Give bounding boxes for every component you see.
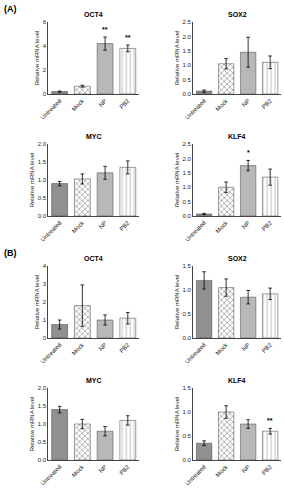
svg-text:0.0: 0.0: [38, 457, 47, 463]
svg-text:1.0: 1.0: [38, 177, 47, 183]
svg-text:PB2: PB2: [118, 97, 131, 110]
svg-text:0.5: 0.5: [38, 439, 47, 445]
svg-text:Relative mRNA level: Relative mRNA level: [34, 275, 40, 330]
svg-text:NP: NP: [98, 464, 108, 474]
svg-text:NP: NP: [241, 342, 251, 352]
svg-text:NP: NP: [98, 98, 108, 108]
svg-text:Relative mRNA level: Relative mRNA level: [174, 153, 180, 208]
svg-text:1.0: 1.0: [183, 409, 192, 415]
svg-text:PB2: PB2: [118, 341, 131, 354]
svg-text:MYC: MYC: [86, 133, 102, 140]
svg-text:1.5: 1.5: [183, 385, 192, 391]
svg-text:Untreated: Untreated: [40, 342, 63, 365]
svg-text:Relative mRNA level: Relative mRNA level: [174, 397, 180, 452]
svg-text:1.0: 1.0: [183, 62, 192, 68]
svg-text:NP: NP: [241, 220, 251, 230]
svg-text:NP: NP: [241, 464, 251, 474]
svg-text:Mock: Mock: [215, 97, 230, 112]
svg-text:0.0: 0.0: [38, 213, 47, 219]
svg-text:(A): (A): [4, 4, 17, 14]
svg-text:Mock: Mock: [71, 341, 86, 356]
svg-text:(B): (B): [4, 248, 17, 258]
svg-text:0.5: 0.5: [183, 77, 192, 83]
svg-text:Relative mRNA level: Relative mRNA level: [174, 275, 180, 330]
svg-text:Untreated: Untreated: [40, 98, 63, 121]
svg-text:Mock: Mock: [71, 219, 86, 234]
svg-text:0: 0: [43, 91, 47, 97]
svg-text:SOX2: SOX2: [228, 255, 247, 262]
svg-text:2.5: 2.5: [183, 19, 192, 25]
svg-text:Mock: Mock: [71, 97, 86, 112]
svg-text:3: 3: [43, 281, 47, 287]
svg-text:Mock: Mock: [71, 463, 86, 478]
svg-text:Mock: Mock: [215, 219, 230, 234]
svg-text:1: 1: [43, 317, 47, 323]
svg-text:PB2: PB2: [118, 219, 131, 232]
svg-text:1.5: 1.5: [183, 170, 192, 176]
svg-text:Untreated: Untreated: [184, 98, 207, 121]
svg-text:**: **: [125, 34, 131, 41]
svg-text:0.0: 0.0: [183, 457, 192, 463]
svg-text:1.5: 1.5: [183, 263, 192, 269]
svg-text:OCT4: OCT4: [84, 255, 103, 262]
svg-text:SOX2: SOX2: [228, 11, 247, 18]
svg-text:NP: NP: [241, 98, 251, 108]
svg-text:NP: NP: [98, 220, 108, 230]
svg-text:0.0: 0.0: [183, 335, 192, 341]
svg-text:Mock: Mock: [215, 341, 230, 356]
svg-text:KLF4: KLF4: [228, 377, 246, 384]
svg-text:Relative mRNA level: Relative mRNA level: [174, 31, 180, 86]
svg-text:0.5: 0.5: [183, 433, 192, 439]
svg-text:0.5: 0.5: [38, 195, 47, 201]
svg-text:KLF4: KLF4: [228, 133, 246, 140]
svg-text:2.0: 2.0: [38, 141, 47, 147]
svg-text:1.0: 1.0: [183, 184, 192, 190]
svg-text:0.0: 0.0: [183, 91, 192, 97]
svg-text:MYC: MYC: [86, 377, 102, 384]
svg-text:NP: NP: [98, 342, 108, 352]
svg-text:**: **: [267, 417, 273, 424]
svg-text:Untreated: Untreated: [184, 342, 207, 365]
svg-text:PB2: PB2: [261, 219, 274, 232]
svg-text:2: 2: [43, 299, 47, 305]
svg-text:PB2: PB2: [118, 463, 131, 476]
svg-text:PB2: PB2: [261, 341, 274, 354]
svg-text:2.0: 2.0: [38, 385, 47, 391]
svg-text:1.0: 1.0: [183, 287, 192, 293]
svg-text:6: 6: [43, 19, 47, 25]
svg-text:2.0: 2.0: [183, 156, 192, 162]
svg-text:4: 4: [43, 263, 47, 269]
svg-text:Mock: Mock: [215, 463, 230, 478]
svg-text:Relative mRNA level: Relative mRNA level: [29, 153, 35, 208]
svg-text:1.5: 1.5: [183, 48, 192, 54]
svg-text:0.5: 0.5: [183, 199, 192, 205]
svg-text:2: 2: [43, 67, 47, 73]
svg-text:Relative mRNA level: Relative mRNA level: [29, 397, 35, 452]
svg-text:PB2: PB2: [261, 97, 274, 110]
svg-text:0: 0: [43, 335, 47, 341]
svg-text:Untreated: Untreated: [40, 220, 63, 243]
svg-text:Untreated: Untreated: [184, 464, 207, 487]
svg-text:Untreated: Untreated: [40, 464, 63, 487]
svg-text:0.5: 0.5: [183, 311, 192, 317]
svg-text:Untreated: Untreated: [184, 220, 207, 243]
svg-text:2.5: 2.5: [183, 141, 192, 147]
svg-text:1.5: 1.5: [38, 403, 47, 409]
svg-text:PB2: PB2: [261, 463, 274, 476]
svg-text:Relative mRNA level: Relative mRNA level: [34, 31, 40, 86]
svg-text:4: 4: [43, 43, 47, 49]
svg-text:**: **: [102, 26, 108, 33]
svg-text:1.0: 1.0: [38, 421, 47, 427]
svg-text:*: *: [247, 149, 250, 156]
svg-text:0.0: 0.0: [183, 213, 192, 219]
svg-text:2.0: 2.0: [183, 34, 192, 40]
svg-text:1.5: 1.5: [38, 159, 47, 165]
svg-text:OCT4: OCT4: [84, 11, 103, 18]
